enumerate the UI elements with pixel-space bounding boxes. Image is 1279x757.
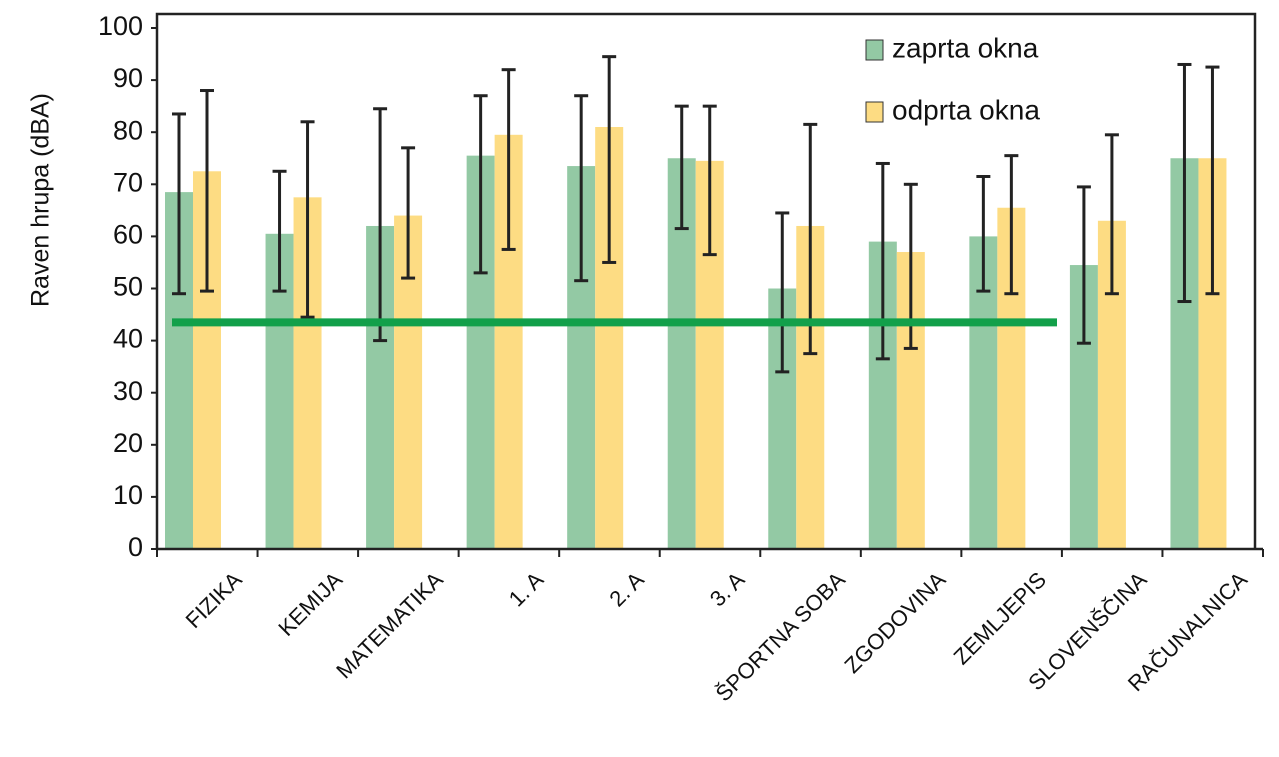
y-tick-label: 60 xyxy=(113,220,143,250)
y-tick-label: 0 xyxy=(128,532,143,562)
y-tick-label: 90 xyxy=(113,63,143,93)
x-tick-label: ZGODOVINA xyxy=(839,567,950,678)
error-bar xyxy=(602,55,617,264)
error-bar xyxy=(373,107,388,343)
legend-swatch xyxy=(865,39,884,61)
error-bar xyxy=(1177,62,1192,304)
error-bar xyxy=(401,146,416,280)
error-bar xyxy=(473,94,488,275)
y-tick-label: 10 xyxy=(113,480,143,510)
error-bar xyxy=(803,122,818,356)
error-bar xyxy=(1104,133,1119,296)
y-tick-label: 50 xyxy=(113,272,143,302)
legend-label: odprta okna xyxy=(892,94,1040,125)
x-tick-label: 2. A xyxy=(604,567,649,612)
error-bar xyxy=(1004,154,1019,296)
x-tick-label: KEMIJA xyxy=(273,567,347,641)
x-tick-label: MATEMATIKA xyxy=(331,567,448,684)
y-tick-label: 20 xyxy=(113,428,143,458)
error-bar xyxy=(501,68,516,251)
error-bar xyxy=(674,104,689,231)
y-tick-label: 70 xyxy=(113,167,143,197)
x-tick-label: 3. A xyxy=(705,567,750,612)
legend-swatch xyxy=(865,101,884,123)
y-tick-label: 80 xyxy=(113,115,143,145)
y-tick-label: 40 xyxy=(113,324,143,354)
plot-frame xyxy=(155,12,1257,549)
error-bar xyxy=(775,211,790,374)
error-bar xyxy=(976,174,991,293)
error-bar xyxy=(574,94,589,283)
y-axis-label: Raven hrupa (dBA) xyxy=(27,93,55,307)
error-bar xyxy=(200,89,214,293)
error-bar xyxy=(1076,185,1091,345)
x-tick-label: FIZIKA xyxy=(181,567,247,633)
error-bar xyxy=(702,104,717,257)
legend-label: zaprta okna xyxy=(892,32,1039,63)
y-tick-label: 100 xyxy=(98,11,143,41)
error-bar xyxy=(172,112,186,296)
error-bar xyxy=(272,169,287,293)
x-tick-label: ZEMLJEPIS xyxy=(949,567,1051,669)
y-tick-label: 30 xyxy=(113,376,143,406)
error-bar xyxy=(1205,65,1220,296)
x-tick-label: 1. A xyxy=(504,567,549,612)
error-bar xyxy=(300,120,315,319)
